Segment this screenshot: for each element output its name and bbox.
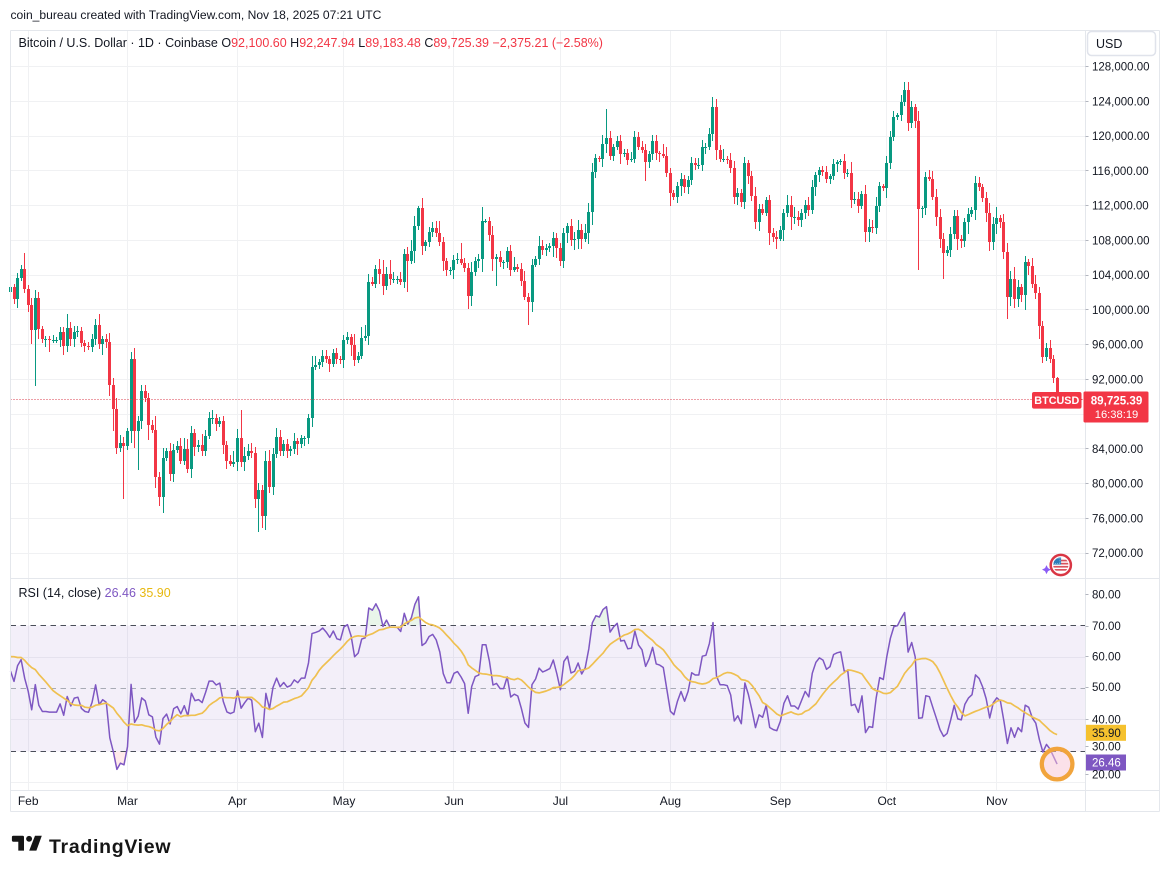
svg-text:Apr: Apr bbox=[228, 794, 247, 808]
svg-text:40.00: 40.00 bbox=[1092, 715, 1121, 727]
svg-text:Sep: Sep bbox=[770, 794, 792, 808]
svg-text:16:38:19: 16:38:19 bbox=[1095, 409, 1139, 421]
svg-text:26.46: 26.46 bbox=[1092, 758, 1121, 770]
svg-text:100,000.00: 100,000.00 bbox=[1092, 305, 1150, 317]
svg-text:BTCUSD: BTCUSD bbox=[1034, 395, 1079, 407]
svg-text:112,000.00: 112,000.00 bbox=[1092, 201, 1149, 213]
svg-text:80.00: 80.00 bbox=[1092, 590, 1121, 602]
svg-text:70.00: 70.00 bbox=[1092, 621, 1121, 633]
svg-text:Aug: Aug bbox=[660, 794, 681, 808]
svg-text:30.00: 30.00 bbox=[1092, 741, 1121, 753]
svg-text:Jul: Jul bbox=[553, 794, 568, 808]
svg-text:116,000.00: 116,000.00 bbox=[1092, 166, 1149, 178]
svg-text:76,000.00: 76,000.00 bbox=[1092, 513, 1143, 525]
svg-text:50.00: 50.00 bbox=[1092, 682, 1121, 694]
svg-text:60.00: 60.00 bbox=[1092, 652, 1121, 664]
svg-text:Mar: Mar bbox=[117, 794, 138, 808]
svg-text:Oct: Oct bbox=[877, 794, 896, 808]
svg-text:35.90: 35.90 bbox=[1092, 728, 1121, 740]
svg-text:RSI (14, close) 26.46 35.90: RSI (14, close) 26.46 35.90 bbox=[19, 586, 171, 600]
svg-text:72,000.00: 72,000.00 bbox=[1092, 548, 1143, 560]
svg-text:TradingView: TradingView bbox=[49, 836, 171, 858]
svg-text:Feb: Feb bbox=[18, 794, 39, 808]
svg-text:124,000.00: 124,000.00 bbox=[1092, 96, 1150, 108]
svg-text:128,000.00: 128,000.00 bbox=[1092, 62, 1150, 74]
svg-text:20.00: 20.00 bbox=[1092, 770, 1121, 782]
svg-text:89,725.39: 89,725.39 bbox=[1091, 395, 1143, 408]
svg-text:84,000.00: 84,000.00 bbox=[1092, 444, 1143, 456]
svg-text:96,000.00: 96,000.00 bbox=[1092, 340, 1143, 352]
svg-text:104,000.00: 104,000.00 bbox=[1092, 270, 1150, 282]
svg-text:Nov: Nov bbox=[986, 794, 1007, 808]
svg-text:USD: USD bbox=[1096, 37, 1122, 51]
svg-text:Jun: Jun bbox=[444, 794, 463, 808]
svg-text:80,000.00: 80,000.00 bbox=[1092, 479, 1143, 491]
svg-text:120,000.00: 120,000.00 bbox=[1092, 131, 1150, 143]
svg-text:coin_bureau created with Tradi: coin_bureau created with TradingView.com… bbox=[11, 8, 382, 22]
svg-text:Bitcoin / U.S. Dollar · 1D · C: Bitcoin / U.S. Dollar · 1D · Coinbase O9… bbox=[19, 36, 603, 50]
svg-text:108,000.00: 108,000.00 bbox=[1092, 235, 1150, 247]
svg-text:May: May bbox=[333, 794, 356, 808]
svg-text:92,000.00: 92,000.00 bbox=[1092, 374, 1143, 386]
